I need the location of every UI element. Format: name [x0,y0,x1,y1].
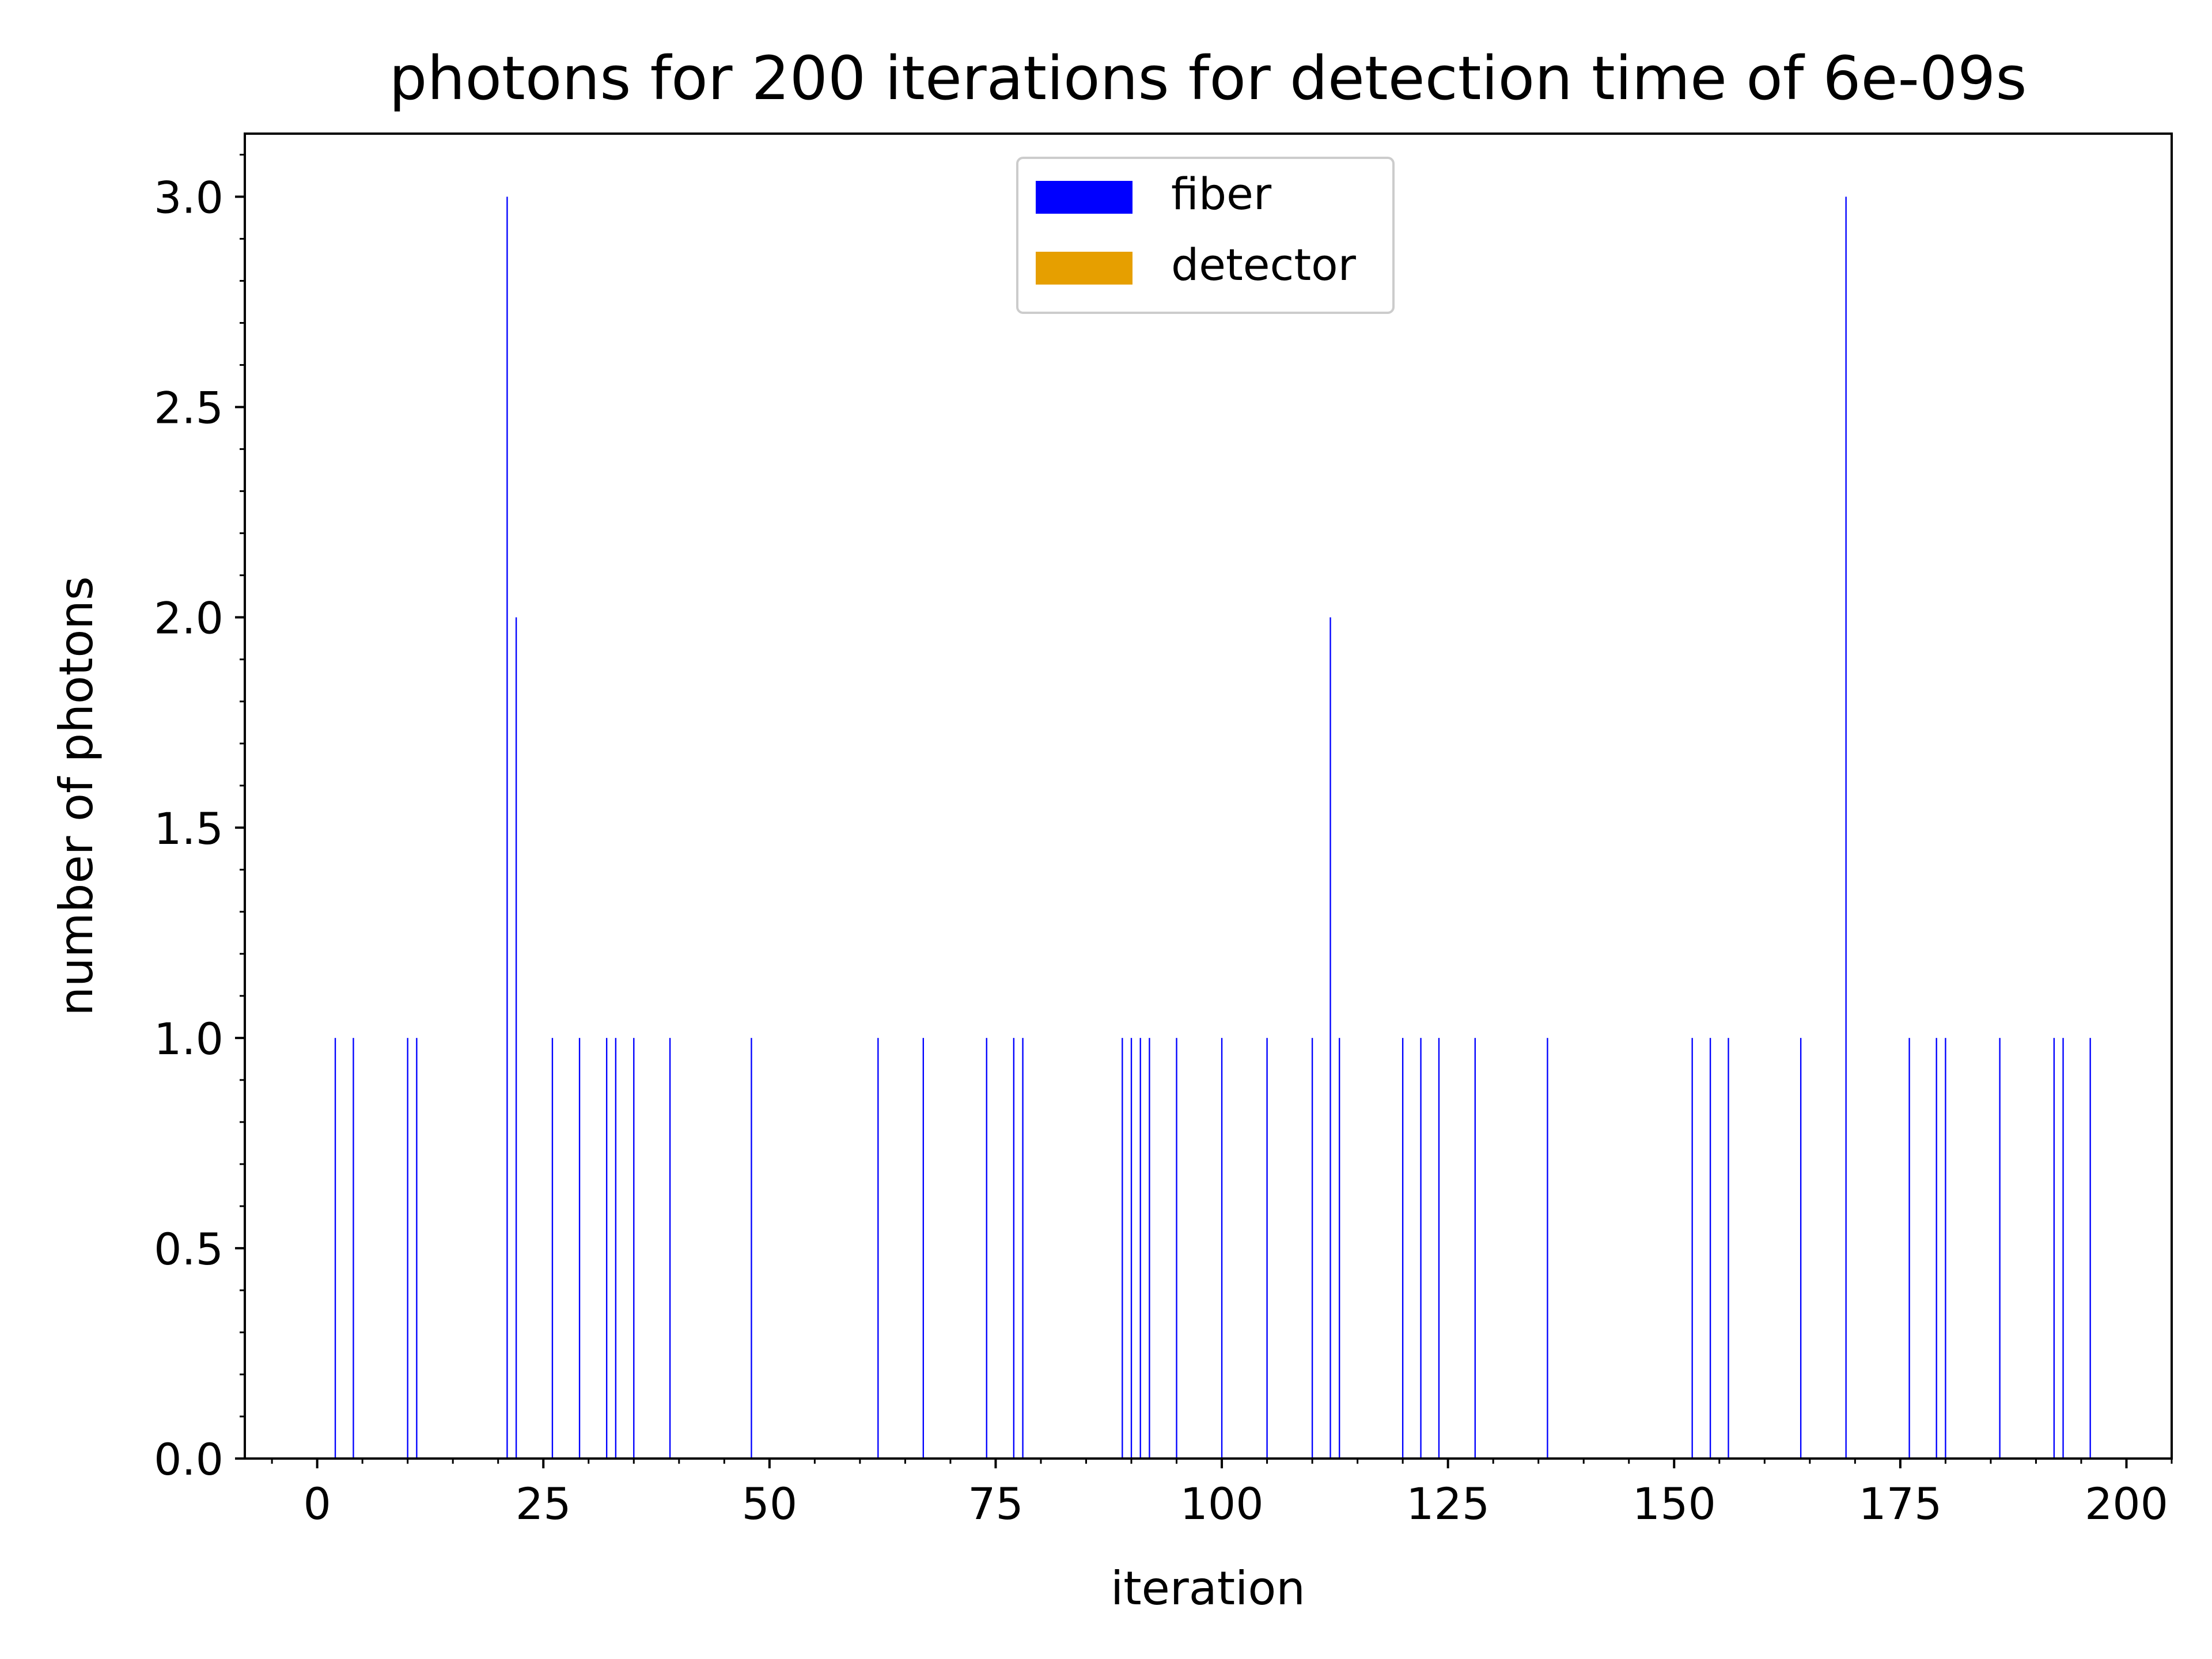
bar-fiber-92 [1149,1037,1150,1459]
bar-group [334,196,2091,1459]
x-axis: 0 25 50 75 100 125 150 175 200 [271,1459,2173,1529]
plot-frame [244,132,2173,1460]
bar-fiber-113 [1339,1037,1340,1459]
bar-fiber-89 [1122,1037,1123,1459]
bar-fiber-35 [633,1037,635,1459]
bar-fiber-193 [2062,1037,2064,1459]
bar-fiber-21 [506,196,508,1459]
y-tick-label: 1.0 [154,1013,224,1065]
bar-fiber-32 [605,1037,608,1459]
bar-fiber-10 [407,1037,408,1459]
bar-fiber-112 [1330,617,1331,1459]
bar-fiber-164 [1800,1037,1802,1459]
x-tick-label: 75 [968,1478,1024,1529]
bar-fiber-156 [1728,1037,1729,1459]
legend-label-fiber: fiber [1171,168,1272,219]
bar-fiber-105 [1266,1037,1268,1459]
x-tick-label: 200 [2085,1478,2168,1529]
bar-fiber-91 [1139,1037,1141,1459]
x-tick-label: 175 [1858,1478,1942,1529]
bar-fiber-154 [1709,1037,1711,1459]
plot-area [244,132,2173,1460]
bar-fiber-100 [1221,1037,1223,1459]
bar-fiber-152 [1691,1037,1693,1459]
bar-fiber-124 [1438,1037,1440,1459]
bar-fiber-180 [1945,1037,1946,1459]
bar-fiber-26 [551,1037,554,1459]
bar-fiber-120 [1402,1037,1404,1459]
legend-swatch-detector [1036,252,1132,285]
bar-fiber-122 [1420,1037,1422,1459]
bar-fiber-22 [515,617,517,1459]
x-tick-label: 50 [741,1478,797,1529]
x-tick-label: 125 [1406,1478,1490,1529]
y-tick-label: 0.5 [154,1224,224,1275]
bar-fiber-186 [1999,1037,2001,1459]
y-tick-label: 1.5 [154,803,224,854]
bar-fiber-2 [334,1037,336,1459]
bar-fiber-11 [416,1037,418,1459]
x-tick-label: 0 [303,1478,331,1529]
bar-fiber-196 [2089,1037,2091,1459]
bar-fiber-67 [922,1037,924,1459]
y-axis-label: number of photons [50,576,103,1016]
legend-label-detector: detector [1171,239,1357,290]
bar-fiber-74 [986,1037,987,1459]
bar-fiber-33 [615,1037,617,1459]
x-axis-label: iteration [1111,1562,1305,1615]
bar-fiber-4 [353,1037,354,1459]
bar-fiber-169 [1845,196,1847,1459]
x-tick-label: 150 [1633,1478,1716,1529]
bar-fiber-48 [751,1037,752,1459]
x-tick-label: 100 [1180,1478,1264,1529]
y-tick-label: 2.5 [154,382,224,434]
bar-fiber-39 [669,1037,671,1459]
bar-fiber-128 [1474,1037,1476,1459]
legend: fiber detector [1016,157,1395,314]
y-tick-label: 0.0 [154,1434,224,1485]
bar-fiber-95 [1176,1037,1177,1459]
bar-fiber-192 [2053,1037,2055,1459]
bar-fiber-179 [1936,1037,1937,1459]
chart-title: photons for 200 iterations for detection… [389,43,2027,113]
y-tick-label: 2.0 [154,593,224,644]
legend-swatch-fiber [1036,181,1132,214]
bar-fiber-62 [877,1037,879,1459]
bar-fiber-110 [1311,1037,1313,1459]
bar-fiber-29 [578,1037,581,1459]
bar-fiber-78 [1022,1037,1024,1459]
bar-fiber-136 [1547,1037,1548,1459]
bar-fiber-176 [1908,1037,1910,1459]
bar-fiber-90 [1130,1037,1132,1459]
bar-fiber-77 [1013,1037,1015,1459]
x-tick-label: 25 [516,1478,571,1529]
y-tick-label: 3.0 [154,172,224,224]
y-axis: 0.0 0.5 1.0 1.5 2.0 2.5 3.0 [154,154,245,1485]
